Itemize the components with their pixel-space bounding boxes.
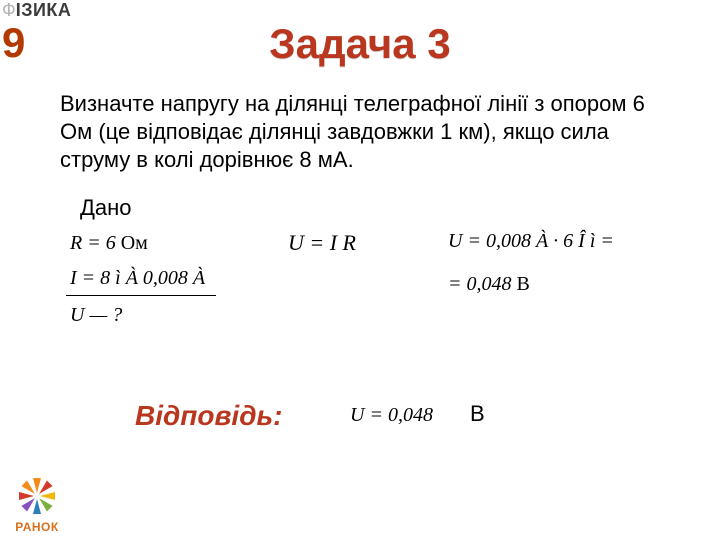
given-label: Дано <box>80 195 132 221</box>
r-equation: R = 6 <box>70 232 116 254</box>
given-current: I = 8 ì À 0,008 À <box>70 267 205 290</box>
page-title: Задача 3 <box>0 20 720 68</box>
calculation-line-1: U = 0,008 À · 6 Î ì = <box>448 230 614 253</box>
cover-letter-bold: ІЗИКА <box>16 0 72 20</box>
answer-unit: В <box>470 401 485 427</box>
calc-unit: В <box>512 273 530 295</box>
given-resistance: R = 6 Ом <box>70 232 148 255</box>
cover-letter-thin: Ф <box>2 0 16 20</box>
problem-statement: Визначте напругу на ділянці телеграфної … <box>60 90 670 174</box>
calc-result: = 0,048 <box>448 273 512 295</box>
publisher-logo: РАНОК <box>6 475 68 534</box>
answer-equation: U = 0,048 <box>350 404 433 427</box>
given-divider <box>66 295 216 296</box>
publisher-name: РАНОК <box>6 520 68 534</box>
answer-label: Відповідь: <box>135 400 282 432</box>
cover-subject: ФІЗИКА <box>2 0 58 21</box>
r-unit: Ом <box>116 232 148 254</box>
formula-voltage: U = I R <box>288 230 356 256</box>
calculation-line-2: = 0,048 В <box>448 273 530 296</box>
given-unknown: U — ? <box>70 304 122 327</box>
sunburst-icon <box>16 475 58 517</box>
